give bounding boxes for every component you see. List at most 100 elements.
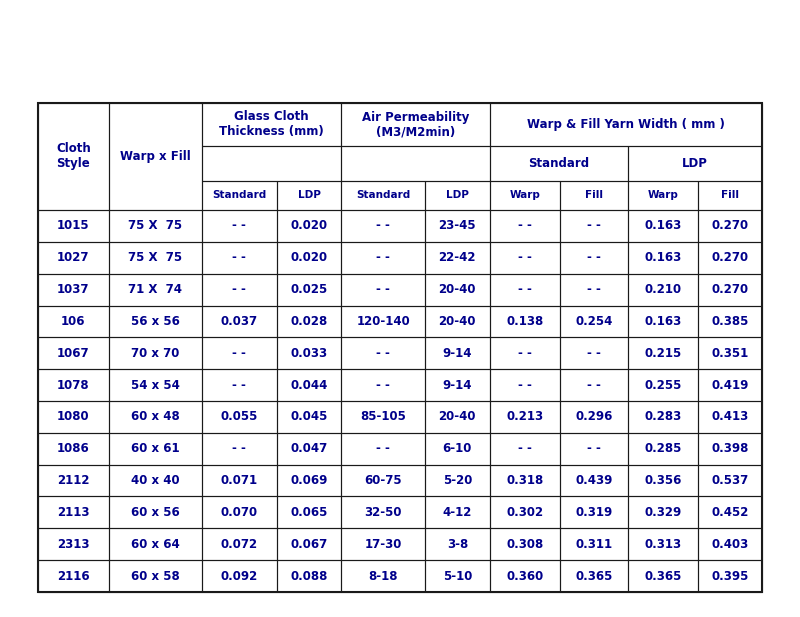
Bar — [342, 210, 425, 242]
Bar — [38, 401, 109, 433]
Text: 0.356: 0.356 — [644, 474, 682, 487]
Text: 0.070: 0.070 — [221, 506, 258, 519]
Bar — [342, 528, 425, 560]
Text: 0.419: 0.419 — [711, 379, 749, 392]
Bar — [109, 305, 202, 337]
Text: 71 X  74: 71 X 74 — [128, 283, 182, 296]
Bar — [277, 560, 342, 592]
Text: 5-20: 5-20 — [442, 474, 472, 487]
Text: Glass Cloth
Thickness (mm): Glass Cloth Thickness (mm) — [219, 110, 324, 138]
Bar — [202, 274, 277, 305]
Text: 0.047: 0.047 — [290, 442, 328, 455]
Bar — [490, 433, 560, 465]
Text: 0.360: 0.360 — [506, 569, 544, 582]
Text: 0.283: 0.283 — [644, 410, 682, 423]
Bar — [109, 103, 202, 210]
Bar — [627, 401, 698, 433]
Bar — [490, 274, 560, 305]
Bar — [490, 560, 560, 592]
Text: 0.537: 0.537 — [711, 474, 749, 487]
Bar — [490, 337, 560, 369]
Bar — [698, 497, 762, 528]
Text: 0.351: 0.351 — [711, 347, 749, 360]
Text: 2116: 2116 — [57, 569, 90, 582]
Text: 60 x 64: 60 x 64 — [131, 538, 179, 551]
Bar — [109, 433, 202, 465]
Text: 2313: 2313 — [57, 538, 90, 551]
Text: 0.092: 0.092 — [221, 569, 258, 582]
Text: 0.329: 0.329 — [644, 506, 682, 519]
Text: 1080: 1080 — [57, 410, 90, 423]
Text: 8-18: 8-18 — [369, 569, 398, 582]
Text: 0.255: 0.255 — [644, 379, 682, 392]
Bar — [627, 274, 698, 305]
Text: Warp: Warp — [510, 191, 541, 201]
Text: - -: - - — [518, 347, 532, 360]
Text: Fill: Fill — [721, 191, 739, 201]
Bar — [698, 337, 762, 369]
Text: 0.071: 0.071 — [221, 474, 258, 487]
Bar — [490, 369, 560, 401]
Text: LDP: LDP — [682, 157, 708, 170]
Bar — [698, 433, 762, 465]
Text: - -: - - — [587, 251, 601, 264]
Text: - -: - - — [232, 379, 246, 392]
Bar — [627, 242, 698, 274]
Text: 106: 106 — [61, 315, 86, 328]
Bar — [38, 433, 109, 465]
Text: 0.025: 0.025 — [290, 283, 328, 296]
Bar — [202, 146, 342, 181]
Text: 85-105: 85-105 — [360, 410, 406, 423]
Bar — [342, 401, 425, 433]
Bar — [277, 401, 342, 433]
Text: - -: - - — [232, 442, 246, 455]
Text: 0.072: 0.072 — [221, 538, 258, 551]
Bar — [560, 369, 627, 401]
Text: 0.296: 0.296 — [575, 410, 613, 423]
Bar — [109, 337, 202, 369]
Bar — [277, 497, 342, 528]
Bar — [560, 465, 627, 497]
Text: - -: - - — [232, 220, 246, 233]
Text: - -: - - — [232, 347, 246, 360]
Text: Standard: Standard — [356, 191, 410, 201]
Text: 4-12: 4-12 — [442, 506, 472, 519]
Bar — [425, 337, 490, 369]
Bar — [698, 528, 762, 560]
Text: 0.163: 0.163 — [644, 315, 682, 328]
Text: 120-140: 120-140 — [356, 315, 410, 328]
Bar — [202, 181, 277, 210]
Text: 0.069: 0.069 — [290, 474, 328, 487]
Text: Fill: Fill — [585, 191, 603, 201]
Bar — [277, 369, 342, 401]
Text: - -: - - — [518, 220, 532, 233]
Text: 0.037: 0.037 — [221, 315, 258, 328]
Bar — [202, 497, 277, 528]
Text: 40 x 40: 40 x 40 — [131, 474, 179, 487]
Bar — [425, 210, 490, 242]
Bar — [342, 497, 425, 528]
Text: 60 x 61: 60 x 61 — [131, 442, 179, 455]
Bar — [698, 274, 762, 305]
Bar — [109, 497, 202, 528]
Bar — [109, 274, 202, 305]
Text: - -: - - — [376, 283, 390, 296]
Text: 9-14: 9-14 — [442, 379, 472, 392]
Text: Warp & Fill Yarn Width ( mm ): Warp & Fill Yarn Width ( mm ) — [527, 118, 725, 131]
Bar — [202, 433, 277, 465]
Text: 0.138: 0.138 — [506, 315, 544, 328]
Bar — [202, 465, 277, 497]
Bar — [109, 528, 202, 560]
Text: 1067: 1067 — [57, 347, 90, 360]
Text: - -: - - — [376, 379, 390, 392]
Text: - -: - - — [232, 283, 246, 296]
Text: - -: - - — [376, 220, 390, 233]
Text: 60 x 58: 60 x 58 — [131, 569, 179, 582]
Bar — [490, 305, 560, 337]
Text: 70 x 70: 70 x 70 — [131, 347, 179, 360]
Text: 2112: 2112 — [57, 474, 90, 487]
Text: 56 x 56: 56 x 56 — [130, 315, 180, 328]
Text: Cloth
Style: Cloth Style — [56, 143, 90, 170]
Bar — [425, 274, 490, 305]
Bar — [38, 305, 109, 337]
